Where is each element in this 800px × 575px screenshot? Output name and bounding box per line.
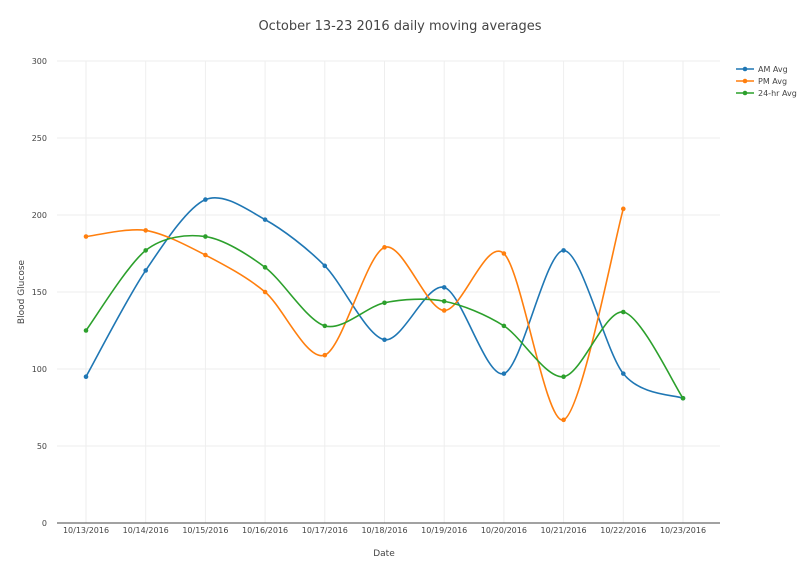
x-tick-label: 10/21/2016 — [541, 526, 587, 535]
data-point-24-hr-avg[interactable] — [561, 374, 566, 380]
data-point-am-avg[interactable] — [322, 263, 328, 269]
data-point-pm-avg[interactable] — [83, 234, 89, 239]
x-axis-title: Date — [373, 549, 395, 559]
y-tick-label: 100 — [32, 365, 47, 374]
series-line-am-avg — [85, 197, 684, 400]
x-tick-label: 10/14/2016 — [123, 526, 169, 535]
data-point-am-avg[interactable] — [83, 374, 89, 380]
data-point-24-hr-avg[interactable] — [501, 323, 507, 329]
data-point-pm-avg[interactable] — [262, 289, 268, 295]
data-point-am-avg[interactable] — [621, 371, 626, 376]
y-axis-title: Blood Glucose — [17, 259, 27, 324]
data-point-am-avg[interactable] — [203, 197, 208, 202]
x-tick-label: 10/19/2016 — [421, 526, 467, 535]
data-point-am-avg[interactable] — [382, 337, 387, 343]
x-tick-label: 10/17/2016 — [302, 526, 348, 535]
data-point-24-hr-avg[interactable] — [322, 323, 328, 329]
data-point-am-avg[interactable] — [501, 371, 507, 376]
series-layer — [83, 197, 686, 423]
x-tick-label: 10/23/2016 — [660, 526, 706, 535]
y-tick-label: 250 — [32, 134, 47, 143]
legend-label: AM Avg — [758, 65, 788, 74]
x-tick-label: 10/22/2016 — [600, 526, 646, 535]
x-tick-label: 10/18/2016 — [361, 526, 407, 535]
data-point-24-hr-avg[interactable] — [441, 298, 447, 304]
data-point-pm-avg[interactable] — [561, 417, 566, 423]
data-point-pm-avg[interactable] — [322, 352, 328, 358]
legend[interactable]: AM Avg PM Avg 24-hr Avg — [736, 65, 797, 98]
legend-item-24-hr-avg[interactable]: 24-hr Avg — [736, 89, 797, 98]
series-am-avg — [83, 197, 686, 401]
legend-swatch-marker — [742, 66, 748, 72]
data-point-24-hr-avg[interactable] — [203, 234, 208, 239]
data-point-am-avg[interactable] — [441, 285, 447, 290]
legend-swatch-marker — [742, 90, 748, 96]
legend-swatch-marker — [742, 78, 748, 84]
data-point-pm-avg[interactable] — [203, 252, 208, 258]
legend-item-pm-avg[interactable]: PM Avg — [736, 77, 787, 86]
data-point-24-hr-avg[interactable] — [382, 300, 387, 306]
data-point-24-hr-avg[interactable] — [83, 328, 89, 333]
legend-item-am-avg[interactable]: AM Avg — [736, 65, 788, 74]
data-point-pm-avg[interactable] — [143, 228, 148, 233]
axis-layer: 0 50 100 150 200 250 300 10/13/2016 10/14/2016 10… — [32, 57, 720, 535]
x-tick-label: 10/13/2016 — [63, 526, 109, 535]
data-point-pm-avg[interactable] — [501, 251, 507, 256]
y-tick-label: 0 — [42, 519, 47, 528]
series-pm-avg — [83, 206, 626, 423]
y-tick-label: 150 — [32, 288, 47, 297]
legend-label: 24-hr Avg — [758, 89, 797, 98]
y-tick-label: 200 — [32, 211, 47, 220]
data-point-pm-avg[interactable] — [441, 308, 447, 313]
grid-layer — [57, 60, 720, 523]
data-point-24-hr-avg[interactable] — [143, 248, 148, 253]
data-point-24-hr-avg[interactable] — [262, 265, 268, 270]
legend-label: PM Avg — [758, 77, 787, 86]
data-point-pm-avg[interactable] — [621, 206, 626, 212]
data-point-pm-avg[interactable] — [382, 245, 387, 250]
y-tick-label: 300 — [32, 57, 47, 66]
x-tick-label: 10/15/2016 — [182, 526, 228, 535]
data-point-am-avg[interactable] — [561, 248, 566, 253]
data-point-24-hr-avg[interactable] — [680, 395, 686, 401]
x-tick-label: 10/16/2016 — [242, 526, 288, 535]
x-tick-label: 10/20/2016 — [481, 526, 527, 535]
series-24-hr-avg — [83, 234, 686, 401]
data-point-am-avg[interactable] — [143, 268, 148, 273]
chart-title: October 13-23 2016 daily moving averages — [258, 19, 541, 34]
data-point-am-avg[interactable] — [262, 217, 268, 222]
data-point-24-hr-avg[interactable] — [621, 309, 626, 315]
y-tick-label: 50 — [37, 442, 47, 451]
